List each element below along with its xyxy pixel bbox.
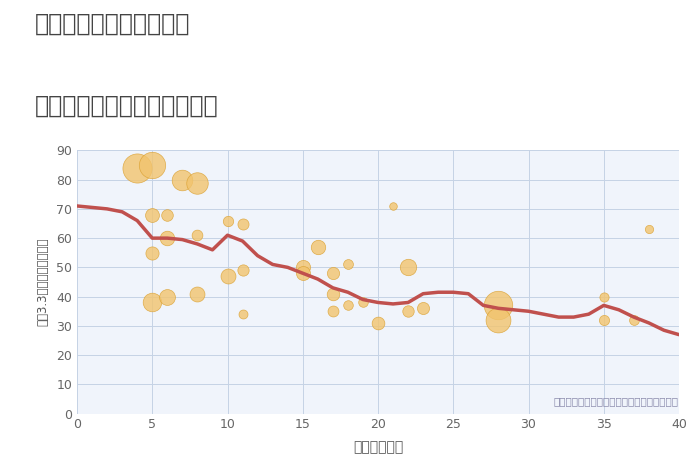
Point	[328, 269, 339, 277]
Point	[162, 293, 173, 300]
Point	[357, 299, 368, 306]
Point	[297, 269, 308, 277]
Point	[643, 226, 655, 233]
Point	[417, 305, 428, 312]
Point	[629, 316, 640, 324]
Point	[328, 307, 339, 315]
Point	[237, 266, 248, 274]
Point	[598, 293, 609, 300]
Point	[402, 264, 414, 271]
Point	[312, 243, 323, 251]
Point	[192, 290, 203, 298]
Point	[297, 264, 308, 271]
Point	[222, 273, 233, 280]
Point	[388, 202, 399, 210]
Text: 築年数別中古マンション価格: 築年数別中古マンション価格	[35, 94, 218, 118]
Point	[493, 316, 504, 324]
Point	[147, 249, 158, 257]
Point	[402, 307, 414, 315]
Point	[132, 164, 143, 172]
Point	[372, 319, 384, 327]
Y-axis label: 平（3.3㎡）単価（万円）: 平（3.3㎡）単価（万円）	[36, 238, 49, 326]
Point	[493, 302, 504, 309]
Point	[328, 290, 339, 298]
Point	[342, 302, 354, 309]
Point	[147, 161, 158, 169]
Point	[162, 235, 173, 242]
Point	[147, 211, 158, 219]
Point	[237, 310, 248, 318]
X-axis label: 築年数（年）: 築年数（年）	[353, 440, 403, 454]
Point	[162, 211, 173, 219]
Point	[222, 217, 233, 224]
Point	[342, 261, 354, 268]
Point	[176, 176, 188, 183]
Point	[192, 231, 203, 239]
Point	[192, 179, 203, 186]
Point	[147, 299, 158, 306]
Text: 千葉県野田市山崎貝塚町: 千葉県野田市山崎貝塚町	[35, 12, 190, 36]
Point	[237, 220, 248, 227]
Text: 円の大きさは、取引のあった物件面積を示す: 円の大きさは、取引のあった物件面積を示す	[554, 396, 679, 406]
Point	[598, 316, 609, 324]
